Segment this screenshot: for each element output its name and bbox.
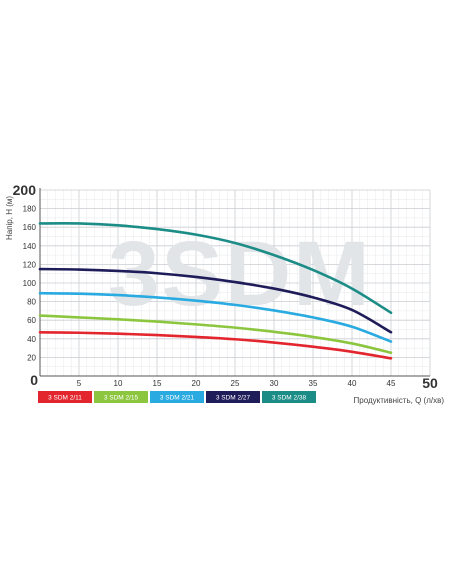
series-line-3-sdm-2-11 (38, 330, 393, 360)
series-lines (38, 222, 393, 360)
y-tick-label: 80 (27, 298, 36, 307)
series-line-3-sdm-2-27 (38, 267, 393, 334)
y-tick-label: 0 (30, 372, 38, 388)
tick-labels: 0 20 40 60 80 100 120 140 160 180 200 5 10 15 20 25 30 35… (13, 182, 438, 391)
legend: 3 SDM 2/11 3 SDM 2/15 3 SDM 2/21 3 SDM 2/27… (38, 391, 316, 403)
x-tick-label: 15 (153, 379, 162, 388)
x-tick-label: 25 (231, 379, 240, 388)
y-tick-label: 20 (27, 353, 36, 362)
legend-swatch (150, 391, 204, 403)
legend-swatch (206, 391, 260, 403)
y-tick-label: 60 (27, 316, 36, 325)
legend-label: 3 SDM 2/38 (272, 395, 307, 402)
series-line-3-sdm-2-15 (38, 314, 393, 355)
legend-swatch (94, 391, 148, 403)
legend-swatch (262, 391, 316, 403)
x-tick-label: 20 (192, 379, 201, 388)
x-tick-label: 40 (348, 379, 357, 388)
y-tick-label: 100 (23, 279, 37, 288)
y-axis-label: Напір, H (м) (5, 196, 14, 240)
legend-label: 3 SDM 2/21 (160, 395, 195, 402)
x-tick-label: 45 (387, 379, 396, 388)
axes (39, 188, 430, 377)
y-tick-label: 140 (23, 242, 37, 251)
legend-label: 3 SDM 2/11 (48, 395, 82, 402)
y-tick-label: 120 (23, 260, 37, 269)
x-tick-label: 5 (77, 379, 82, 388)
x-tick-label: 50 (422, 375, 438, 391)
y-tick-label: 180 (23, 205, 37, 214)
x-tick-label: 30 (270, 379, 279, 388)
x-tick-label: 35 (309, 379, 318, 388)
series-line-3-sdm-2-38 (38, 222, 393, 315)
watermark: 3SDM (108, 223, 372, 325)
series-line-3-sdm-2-21 (38, 291, 393, 343)
legend-swatch (38, 391, 92, 403)
grid (39, 189, 431, 377)
y-tick-label: 40 (27, 335, 36, 344)
y-tick-label: 160 (23, 223, 37, 232)
x-axis-label: Продуктивність, Q (л/хв) (354, 396, 445, 405)
legend-label: 3 SDM 2/15 (104, 395, 139, 402)
legend-label: 3 SDM 2/27 (216, 395, 251, 402)
x-tick-label: 10 (114, 379, 123, 388)
y-tick-label: 200 (13, 182, 37, 198)
